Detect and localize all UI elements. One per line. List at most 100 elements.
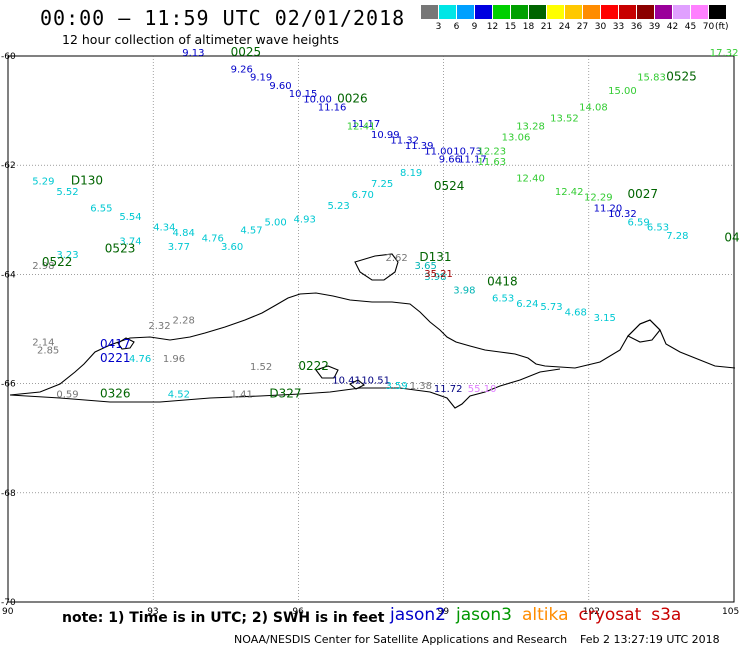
legend-swatch	[511, 5, 528, 19]
wave-height-value: 13.06	[502, 133, 531, 144]
wave-height-value: 4.68	[565, 307, 587, 318]
wave-height-value: 15.83	[637, 73, 666, 84]
legend-swatch	[673, 5, 690, 19]
wave-height-value: 5.23	[327, 201, 349, 212]
legend-swatch	[439, 5, 456, 19]
wave-height-value: 3.98	[453, 286, 475, 297]
legend-swatch	[565, 5, 582, 19]
wave-height-value: 1.41	[231, 389, 253, 400]
track-id-label: 0221	[100, 351, 131, 365]
track-id-label: 0027	[628, 187, 659, 201]
wave-height-value: 2.62	[386, 253, 408, 264]
legend-label: 30	[594, 22, 607, 32]
legend-label: 9	[471, 22, 478, 32]
wave-height-value: 4.84	[173, 228, 195, 239]
wave-height-value: 3.98	[424, 272, 446, 283]
wave-height-value: 4.34	[153, 223, 175, 234]
wave-height-value: 6.55	[90, 204, 112, 215]
track-id-label: D130	[71, 173, 103, 187]
track-id-label: 0525	[666, 70, 697, 84]
wave-height-value: 9.13	[182, 48, 204, 59]
legend-label: 24	[558, 22, 571, 32]
footer-credit: NOAA/NESDIS Center for Satellite Applica…	[234, 633, 568, 646]
lat-label: -70	[1, 598, 16, 608]
lat-label: -62	[1, 161, 16, 171]
footer-note: note: 1) Time is in UTC; 2) SWH is in fe…	[62, 610, 385, 626]
track-id-label: 0522	[42, 255, 73, 269]
satellite-legend: jason2 jason3 altika cryosat s3a	[390, 605, 691, 625]
legend-label: 21	[540, 22, 553, 32]
wave-height-value: 0.59	[56, 389, 78, 400]
wave-height-value: 10.00	[303, 94, 332, 105]
wave-height-value: 1.52	[250, 362, 272, 373]
wave-height-value: 10.73	[453, 146, 482, 157]
satellite-jason2: jason2	[390, 605, 446, 625]
lon-label: 102	[583, 607, 600, 617]
legend-swatch	[547, 5, 564, 19]
wave-height-value: 11.39	[405, 141, 434, 152]
wave-height-value: 4.57	[240, 225, 262, 236]
legend-label: 6	[453, 22, 460, 32]
coastline-island-3	[315, 365, 339, 379]
wave-height-value: 7.25	[371, 179, 393, 190]
wave-height-value: 4.76	[202, 234, 224, 245]
satellite-jason3: jason3	[456, 605, 512, 625]
wave-height-value: 3.23	[56, 250, 78, 261]
satellite-cryosat: cryosat	[578, 605, 642, 625]
lon-label: 96	[292, 607, 304, 617]
wave-height-value: 12.40	[516, 174, 545, 185]
wave-height-value: 10.32	[608, 209, 637, 220]
track-id-label: 0025	[231, 45, 262, 59]
wave-height-value: 4.76	[129, 354, 151, 365]
wave-height-value: 8.19	[400, 168, 422, 179]
track-id-label: 0524	[434, 179, 465, 193]
coastline-island-1	[354, 253, 399, 281]
track-id-labels: 0025 0026 0525 D130 0524 0027 0523 0522 D131 0418…	[42, 45, 740, 400]
wave-height-value: 3.65	[415, 261, 437, 272]
wave-height-value: 11.16	[318, 103, 347, 114]
lon-label: 90	[2, 607, 14, 617]
wave-height-value: 12.23	[477, 146, 506, 157]
legend-label: 15	[504, 22, 517, 32]
legend-swatch	[601, 5, 618, 19]
track-id-label: D327	[269, 386, 301, 400]
legend-label: 45	[684, 22, 697, 32]
wave-height-value: 3.59	[386, 381, 408, 392]
wave-height-value: 6.59	[628, 217, 650, 228]
track-id-label: 0026	[337, 91, 368, 105]
coastline-island-2	[117, 337, 135, 350]
coastline-island-4	[349, 379, 365, 390]
wave-height-value: 4.52	[168, 389, 190, 400]
map-frame	[7, 55, 735, 603]
wave-height-value: 5.54	[119, 212, 141, 223]
wave-height-value: 5.73	[540, 302, 562, 313]
lon-label: 99	[438, 607, 450, 617]
wave-height-value: 11.00	[424, 146, 453, 157]
wave-height-value: 10.41	[332, 376, 361, 387]
track-id-label: 0417	[100, 337, 131, 351]
wave-height-value: 2.28	[173, 316, 195, 327]
satellite-s3a: s3a	[651, 605, 682, 625]
wave-height-value: 12.42	[555, 187, 584, 198]
wave-height-value: 11.72	[434, 384, 463, 395]
legend-label: 27	[576, 22, 589, 32]
legend-label: 70	[702, 22, 715, 32]
wave-height-value: 3.74	[119, 236, 141, 247]
wave-height-value: 7.28	[666, 231, 688, 242]
wave-height-value: 10.51	[361, 376, 390, 387]
altimeter-tracks: 9.139.269.199.6010.1510.0011.1611.1710.9…	[32, 48, 738, 400]
wave-height-value: 3.15	[594, 313, 616, 324]
wave-height-value: 2.32	[148, 321, 170, 332]
wave-height-value: 13.28	[516, 122, 545, 133]
legend-swatch	[529, 5, 546, 19]
track-id-label: 0523	[105, 242, 136, 256]
wave-height-value: 1.38	[410, 381, 432, 392]
wave-height-value: 9.26	[231, 64, 253, 75]
coastline-island-5	[627, 319, 661, 343]
wave-height-value: 14.08	[579, 103, 608, 114]
lat-label: -66	[1, 380, 16, 390]
wave-height-value: 3.60	[221, 242, 243, 253]
wave-height-value: 6.53	[647, 223, 669, 234]
legend-unit: (ft)	[715, 22, 729, 32]
